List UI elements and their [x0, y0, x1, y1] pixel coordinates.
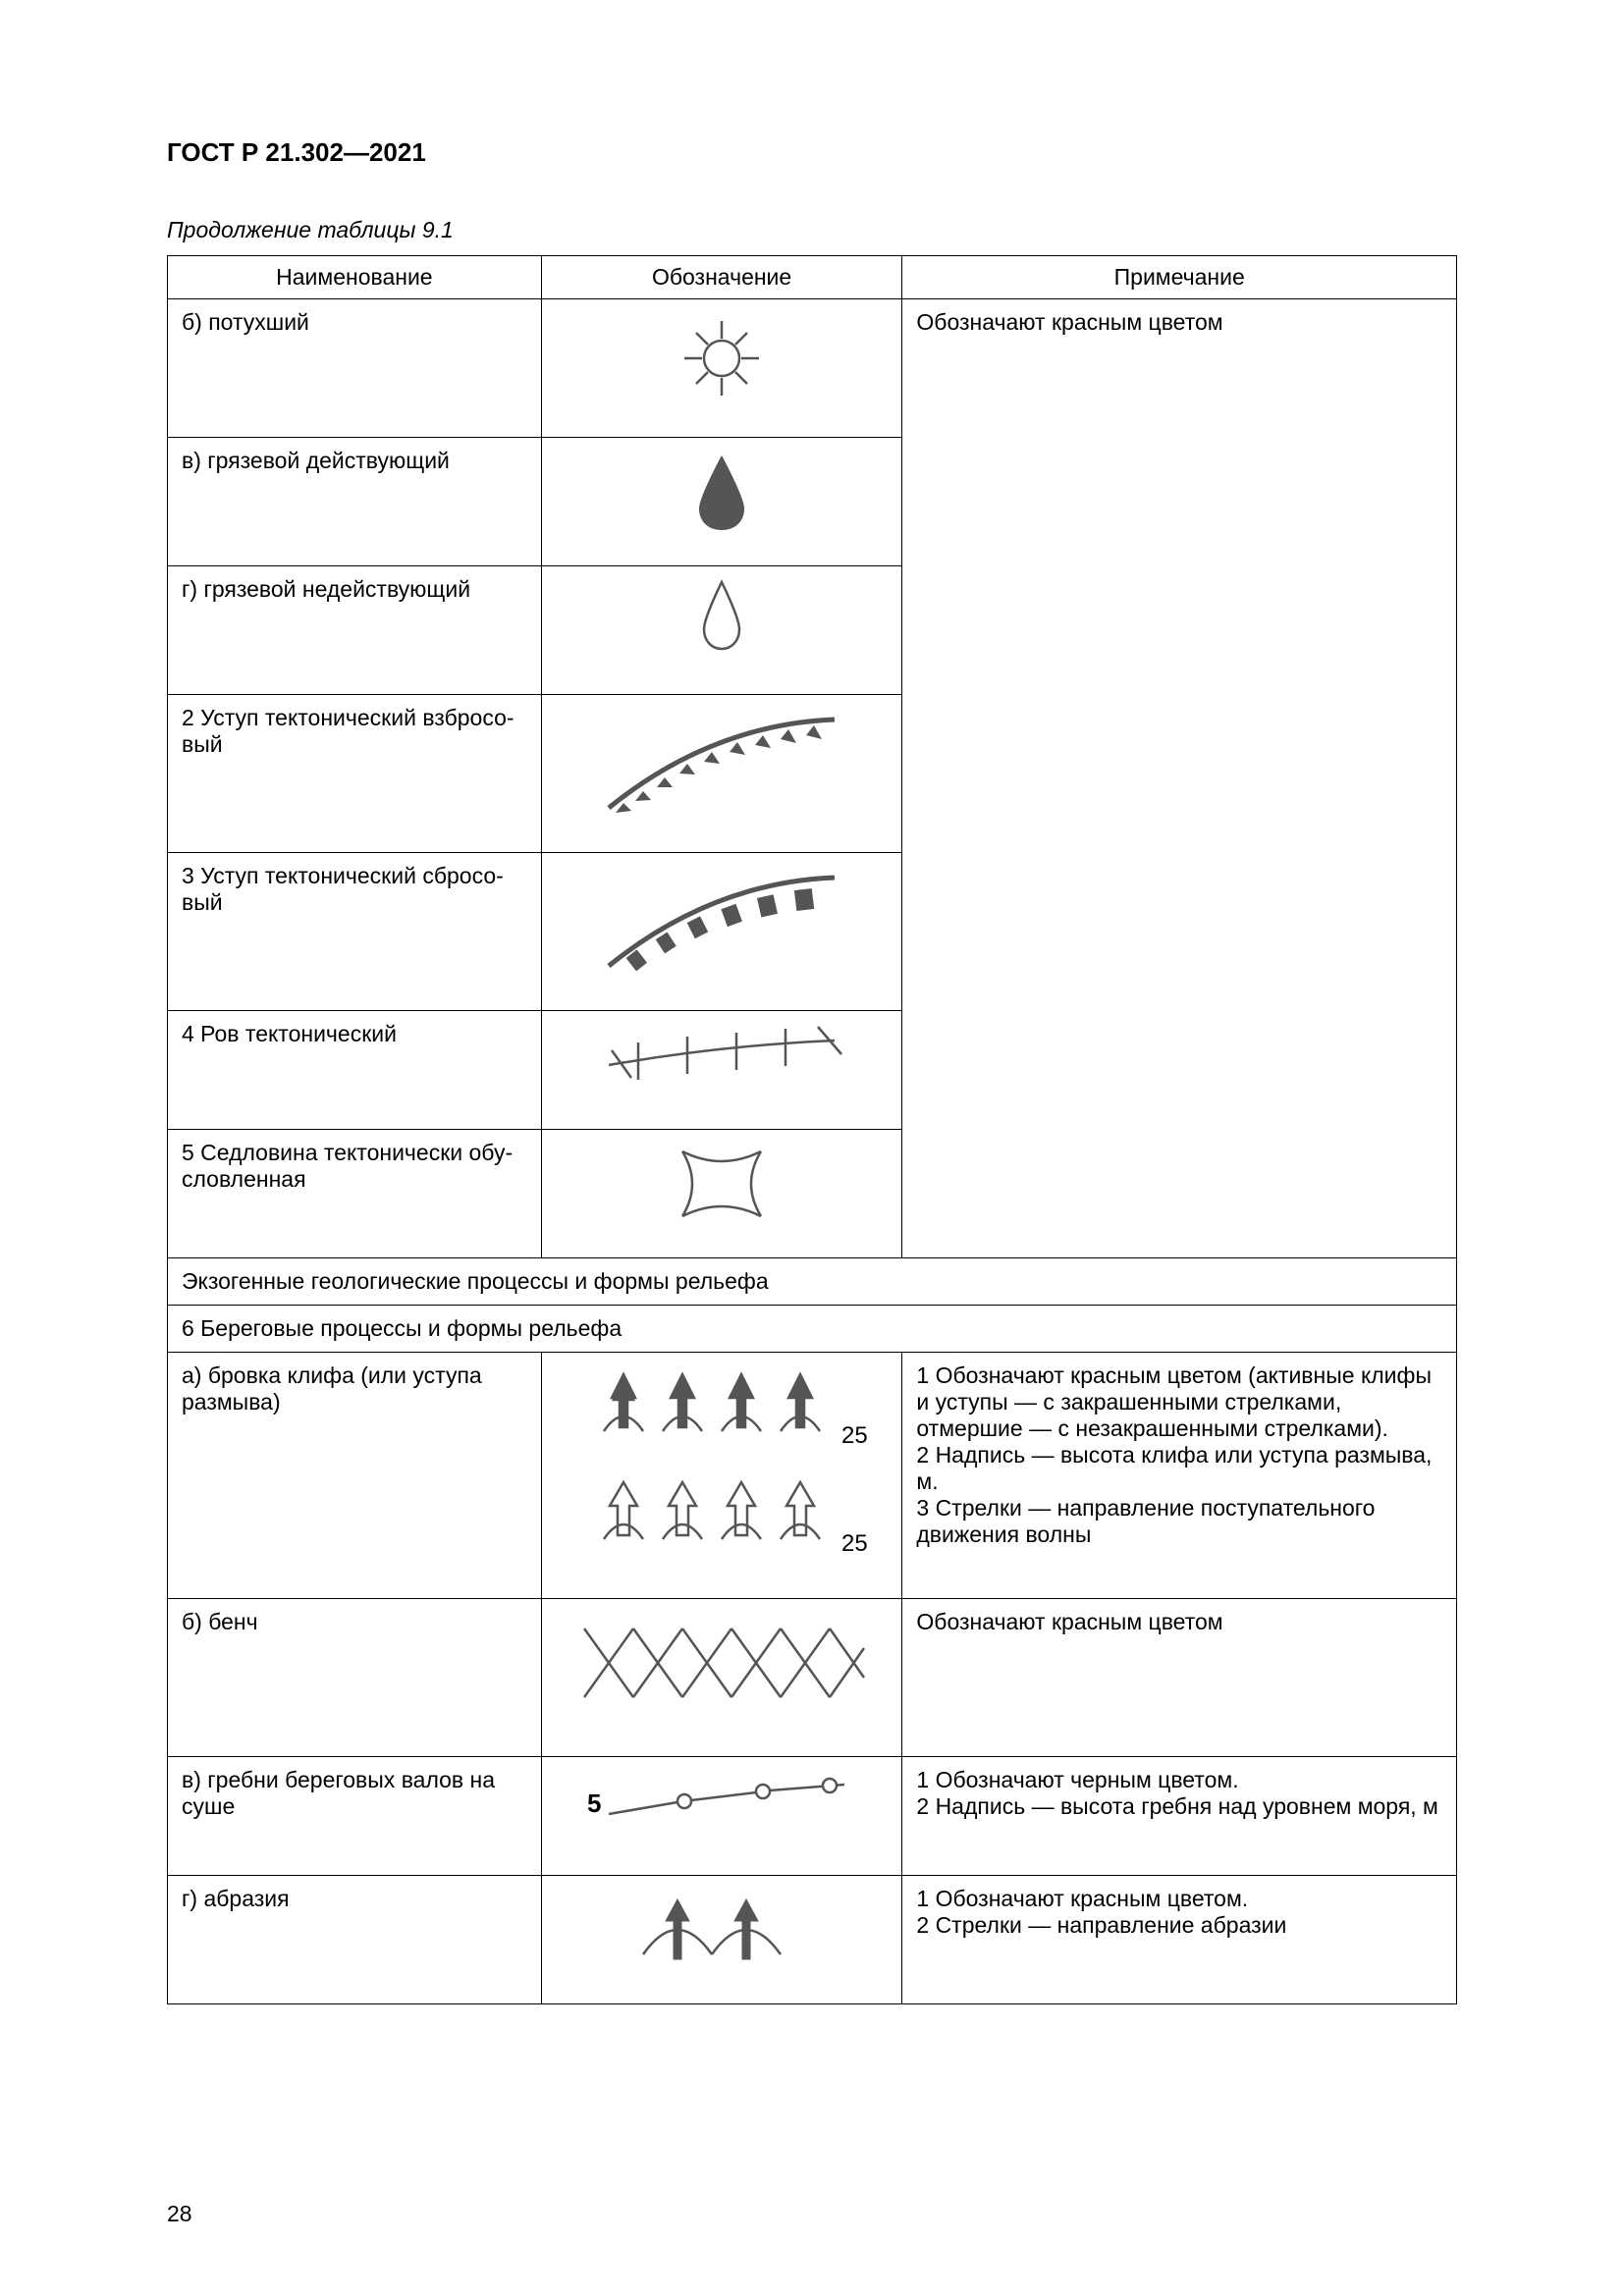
note-cell: Обозначают красным цветом [902, 299, 1457, 1258]
label-5: 5 [587, 1789, 601, 1818]
symbol-cell [541, 299, 902, 438]
name-cell: г) абразия [168, 1876, 542, 2004]
name-cell: г) грязевой недействующий [168, 566, 542, 695]
name-cell: 4 Ров тектонический [168, 1011, 542, 1130]
note-cell: 1 Обозначают красным цветом (активные кл… [902, 1353, 1457, 1599]
cliff-edge-icon: 25 25 [574, 1362, 869, 1569]
fault-up-icon [594, 705, 849, 823]
page-number: 28 [167, 2201, 192, 2227]
saddle-icon [668, 1140, 776, 1228]
name-cell: 3 Уступ тектонический сбросо­вый [168, 853, 542, 1011]
bench-icon [574, 1609, 869, 1717]
symbol-cell [541, 1011, 902, 1130]
drop-filled-icon [687, 448, 756, 536]
symbol-cell [541, 695, 902, 853]
name-cell: 2 Уступ тектонический взбросо­вый [168, 695, 542, 853]
header-symbol: Обозначение [541, 256, 902, 299]
symbol-cell [541, 1130, 902, 1258]
table-row: г) абразия [168, 1876, 1457, 2004]
document-id: ГОСТ Р 21.302—2021 [167, 137, 1457, 168]
name-cell: а) бровка клифа (или уступа раз­мыва) [168, 1353, 542, 1599]
table-row: в) гребни береговых валов на суше 5 [168, 1757, 1457, 1876]
header-name: Наименование [168, 256, 542, 299]
ridges-icon: 5 [579, 1767, 864, 1826]
label-25a: 25 [841, 1422, 868, 1449]
drop-outline-icon [692, 576, 751, 655]
section-title: Экзогенные геологические процессы и форм… [168, 1258, 1457, 1306]
symbol-cell [541, 1876, 902, 2004]
subsection-row: 6 Береговые процессы и формы рельефа [168, 1306, 1457, 1353]
header-note: Примечание [902, 256, 1457, 299]
name-cell: 5 Седловина тектонически обу­словленная [168, 1130, 542, 1258]
name-cell: б) бенч [168, 1599, 542, 1757]
symbol-cell: 5 [541, 1757, 902, 1876]
trench-icon [594, 1021, 849, 1090]
name-cell: в) гребни береговых валов на суше [168, 1757, 542, 1876]
sun-icon [673, 309, 771, 407]
table-row: а) бровка клифа (или уступа раз­мыва) [168, 1353, 1457, 1599]
note-cell: 1 Обозначают черным цветом. 2 Надпись — … [902, 1757, 1457, 1876]
table-row: б) потухший [168, 299, 1457, 438]
name-cell: в) грязевой действующий [168, 438, 542, 566]
name-cell: б) потухший [168, 299, 542, 438]
symbol-cell: 25 25 [541, 1353, 902, 1599]
subsection-title: 6 Береговые процессы и формы рельефа [168, 1306, 1457, 1353]
symbol-cell [541, 1599, 902, 1757]
note-cell: 1 Обозначают красным цветом. 2 Стрелки —… [902, 1876, 1457, 2004]
label-25b: 25 [841, 1530, 868, 1557]
symbol-cell [541, 853, 902, 1011]
table-row: б) бенч Обозначают красным цветом [168, 1599, 1457, 1757]
fault-down-icon [594, 863, 849, 981]
symbol-cell [541, 566, 902, 695]
table-header-row: Наименование Обозначение Примечание [168, 256, 1457, 299]
symbol-cell [541, 438, 902, 566]
table-caption: Продолжение таблицы 9.1 [167, 217, 1457, 243]
symbols-table: Наименование Обозначение Примечание б) п… [167, 255, 1457, 2004]
note-cell: Обозначают красным цветом [902, 1599, 1457, 1757]
section-row: Экзогенные геологические процессы и форм… [168, 1258, 1457, 1306]
abrasion-icon [623, 1886, 820, 1974]
page: ГОСТ Р 21.302—2021 Продолжение таблицы 9… [0, 0, 1624, 2296]
